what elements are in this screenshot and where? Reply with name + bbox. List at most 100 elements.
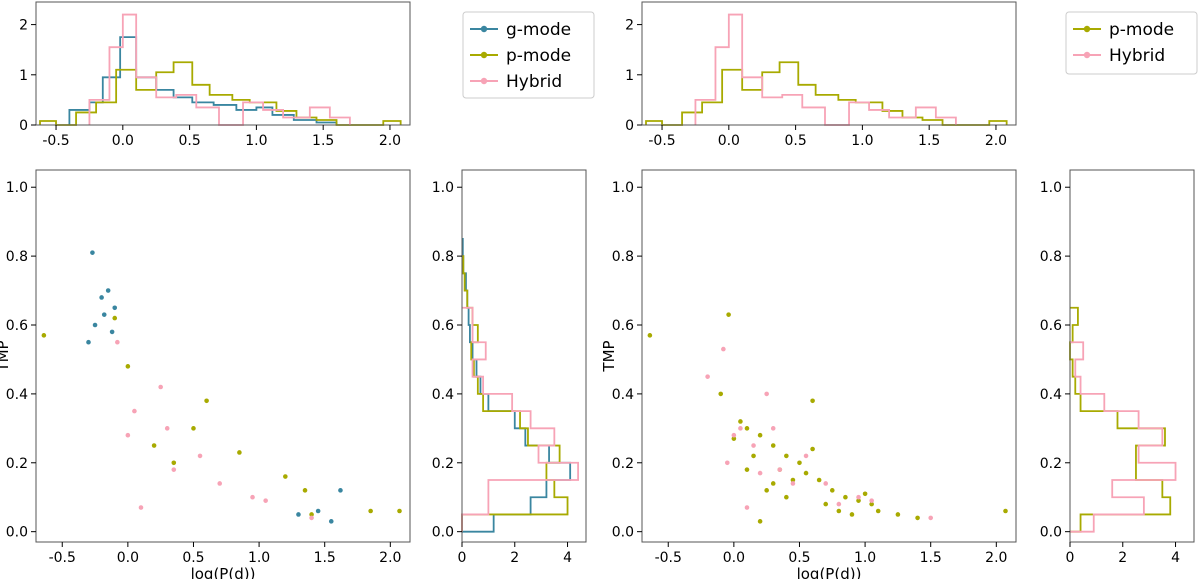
right-top-hist: -0.5 0.0 0.5 1.0 1.5 2.0 0 1 2 [625, 1, 1017, 149]
y-tick-label-0-2: 0.2 [1040, 456, 1062, 472]
point-hybrid-10 [777, 467, 783, 472]
x-tick-label-0-0: 0.0 [112, 133, 134, 149]
point-hybrid-10 [125, 432, 131, 438]
point-p-mode-12 [171, 460, 177, 466]
point-g-mode-6 [86, 339, 91, 345]
x-tick-label-1-0: 1.0 [245, 133, 267, 149]
legend-label-g-mode: g-mode [506, 20, 571, 40]
x-tick-label-2: 2 [510, 550, 519, 566]
x-tick-label-2-0: 2.0 [985, 550, 1007, 566]
point-p-mode-26 [849, 512, 855, 517]
legend-marker-hybrid [1083, 51, 1091, 59]
x-tick-label-1-5: 1.5 [312, 133, 334, 149]
y-tick-label-2: 2 [19, 18, 28, 34]
y-tick-label-0-4: 0.4 [1040, 387, 1062, 403]
point-hybrid-11 [731, 432, 737, 438]
x-tick-label-2-0: 2.0 [985, 133, 1007, 149]
right-right-hist: 0 2 4 0.0 0.2 0.4 0.6 0.8 1.0 [1040, 169, 1195, 566]
point-g-mode-1 [99, 295, 104, 300]
point-hybrid-8 [138, 505, 144, 510]
point-hybrid-0 [721, 346, 726, 352]
x-tick-label-0-0: 0.0 [723, 550, 745, 566]
point-p-mode-11 [829, 488, 835, 493]
legend-marker-hybrid [480, 77, 488, 85]
hist-step-hybrid [694, 13, 957, 126]
point-p-mode-2 [718, 391, 724, 397]
x-tick-label-1-0: 1.0 [248, 550, 270, 566]
point-hybrid-6 [263, 498, 268, 503]
right-scatter-frame [641, 169, 1017, 543]
y-tick-label-0-2: 0.2 [6, 456, 28, 472]
y-tick-label-2: 2 [625, 18, 634, 34]
point-hybrid-9 [744, 505, 750, 510]
legend-label-p-mode: p-mode [1109, 20, 1174, 40]
legend-label-p-mode: p-mode [506, 46, 571, 66]
point-p-mode-9 [803, 470, 809, 476]
x-tick-label-4: 4 [1171, 550, 1180, 566]
y-tick-label-1-0: 1.0 [6, 180, 28, 196]
point-p-mode-6 [283, 474, 288, 479]
point-p-mode-22 [790, 477, 796, 483]
y-axis-label: TMP [0, 340, 12, 372]
point-p-mode-0 [41, 333, 47, 338]
point-p-mode-10 [309, 512, 314, 517]
point-p-mode-7 [302, 488, 308, 493]
point-g-mode-8 [338, 488, 343, 493]
hist-step-hybrid [88, 13, 351, 126]
x-tick-label-2: 2 [1118, 550, 1127, 566]
point-hybrid-5 [250, 494, 255, 500]
point-p-mode-11 [151, 443, 157, 448]
y-tick-label-0-0: 0.0 [1040, 525, 1062, 541]
legend-right: p-mode Hybrid [1065, 11, 1198, 75]
point-p-mode-6 [770, 443, 776, 448]
y-tick-label-0-4: 0.4 [612, 387, 634, 403]
x-tick-label-0-5: -0.5 [42, 133, 69, 149]
x-axis-label: log(P(d)) [797, 565, 862, 579]
point-g-mode-3 [112, 305, 118, 311]
point-hybrid-17 [836, 501, 842, 507]
point-p-mode-5 [757, 432, 763, 438]
point-p-mode-20 [751, 453, 756, 459]
y-tick-label-0-0: 0.0 [612, 525, 634, 541]
point-hybrid-7 [309, 515, 314, 521]
left-right-hist-frame [461, 169, 587, 543]
point-p-mode-31 [784, 494, 789, 500]
point-g-mode-11 [315, 508, 321, 514]
point-p-mode-18 [1003, 508, 1008, 514]
y-tick-label-0: 0 [625, 118, 634, 134]
x-tick-label-2-0: 2.0 [379, 133, 401, 149]
y-tick-label-0-8: 0.8 [432, 249, 454, 265]
point-p-mode-7 [784, 453, 789, 459]
point-p-mode-32 [770, 481, 776, 486]
y-tick-label-0-8: 0.8 [612, 249, 634, 265]
point-p-mode-4 [191, 426, 196, 431]
point-p-mode-27 [738, 419, 743, 424]
y-tick-label-0-8: 0.8 [6, 249, 28, 265]
point-p-mode-8 [797, 460, 802, 466]
point-g-mode-5 [101, 312, 107, 317]
y-tick-label-0-8: 0.8 [1040, 249, 1062, 265]
point-p-mode-24 [823, 501, 829, 507]
legend-label-hybrid: Hybrid [1109, 46, 1165, 66]
point-p-mode-0 [647, 333, 653, 338]
y-axis-label: TMP [600, 340, 618, 372]
y-tick-label-1: 1 [625, 68, 634, 84]
point-hybrid-1 [158, 384, 163, 390]
left-top-hist-frame [35, 1, 411, 126]
legend-left: g-mode p-mode Hybrid [462, 11, 595, 99]
point-hybrid-4 [217, 481, 223, 486]
point-p-mode-1 [726, 312, 731, 317]
point-hybrid-4 [803, 453, 809, 459]
y-tick-label-1: 1 [19, 68, 28, 84]
right-right-hist-frame [1069, 169, 1195, 543]
point-p-mode-3 [810, 398, 815, 404]
point-p-mode-17 [915, 515, 920, 521]
x-tick-label-1-5: 1.5 [314, 550, 336, 566]
point-hybrid-1 [705, 374, 710, 379]
point-hybrid-5 [823, 481, 829, 486]
y-tick-label-0-6: 0.6 [6, 318, 28, 334]
x-tick-label-0-5: 0.5 [178, 133, 200, 149]
point-p-mode-13 [856, 498, 861, 503]
y-tick-label-0-4: 0.4 [6, 387, 28, 403]
